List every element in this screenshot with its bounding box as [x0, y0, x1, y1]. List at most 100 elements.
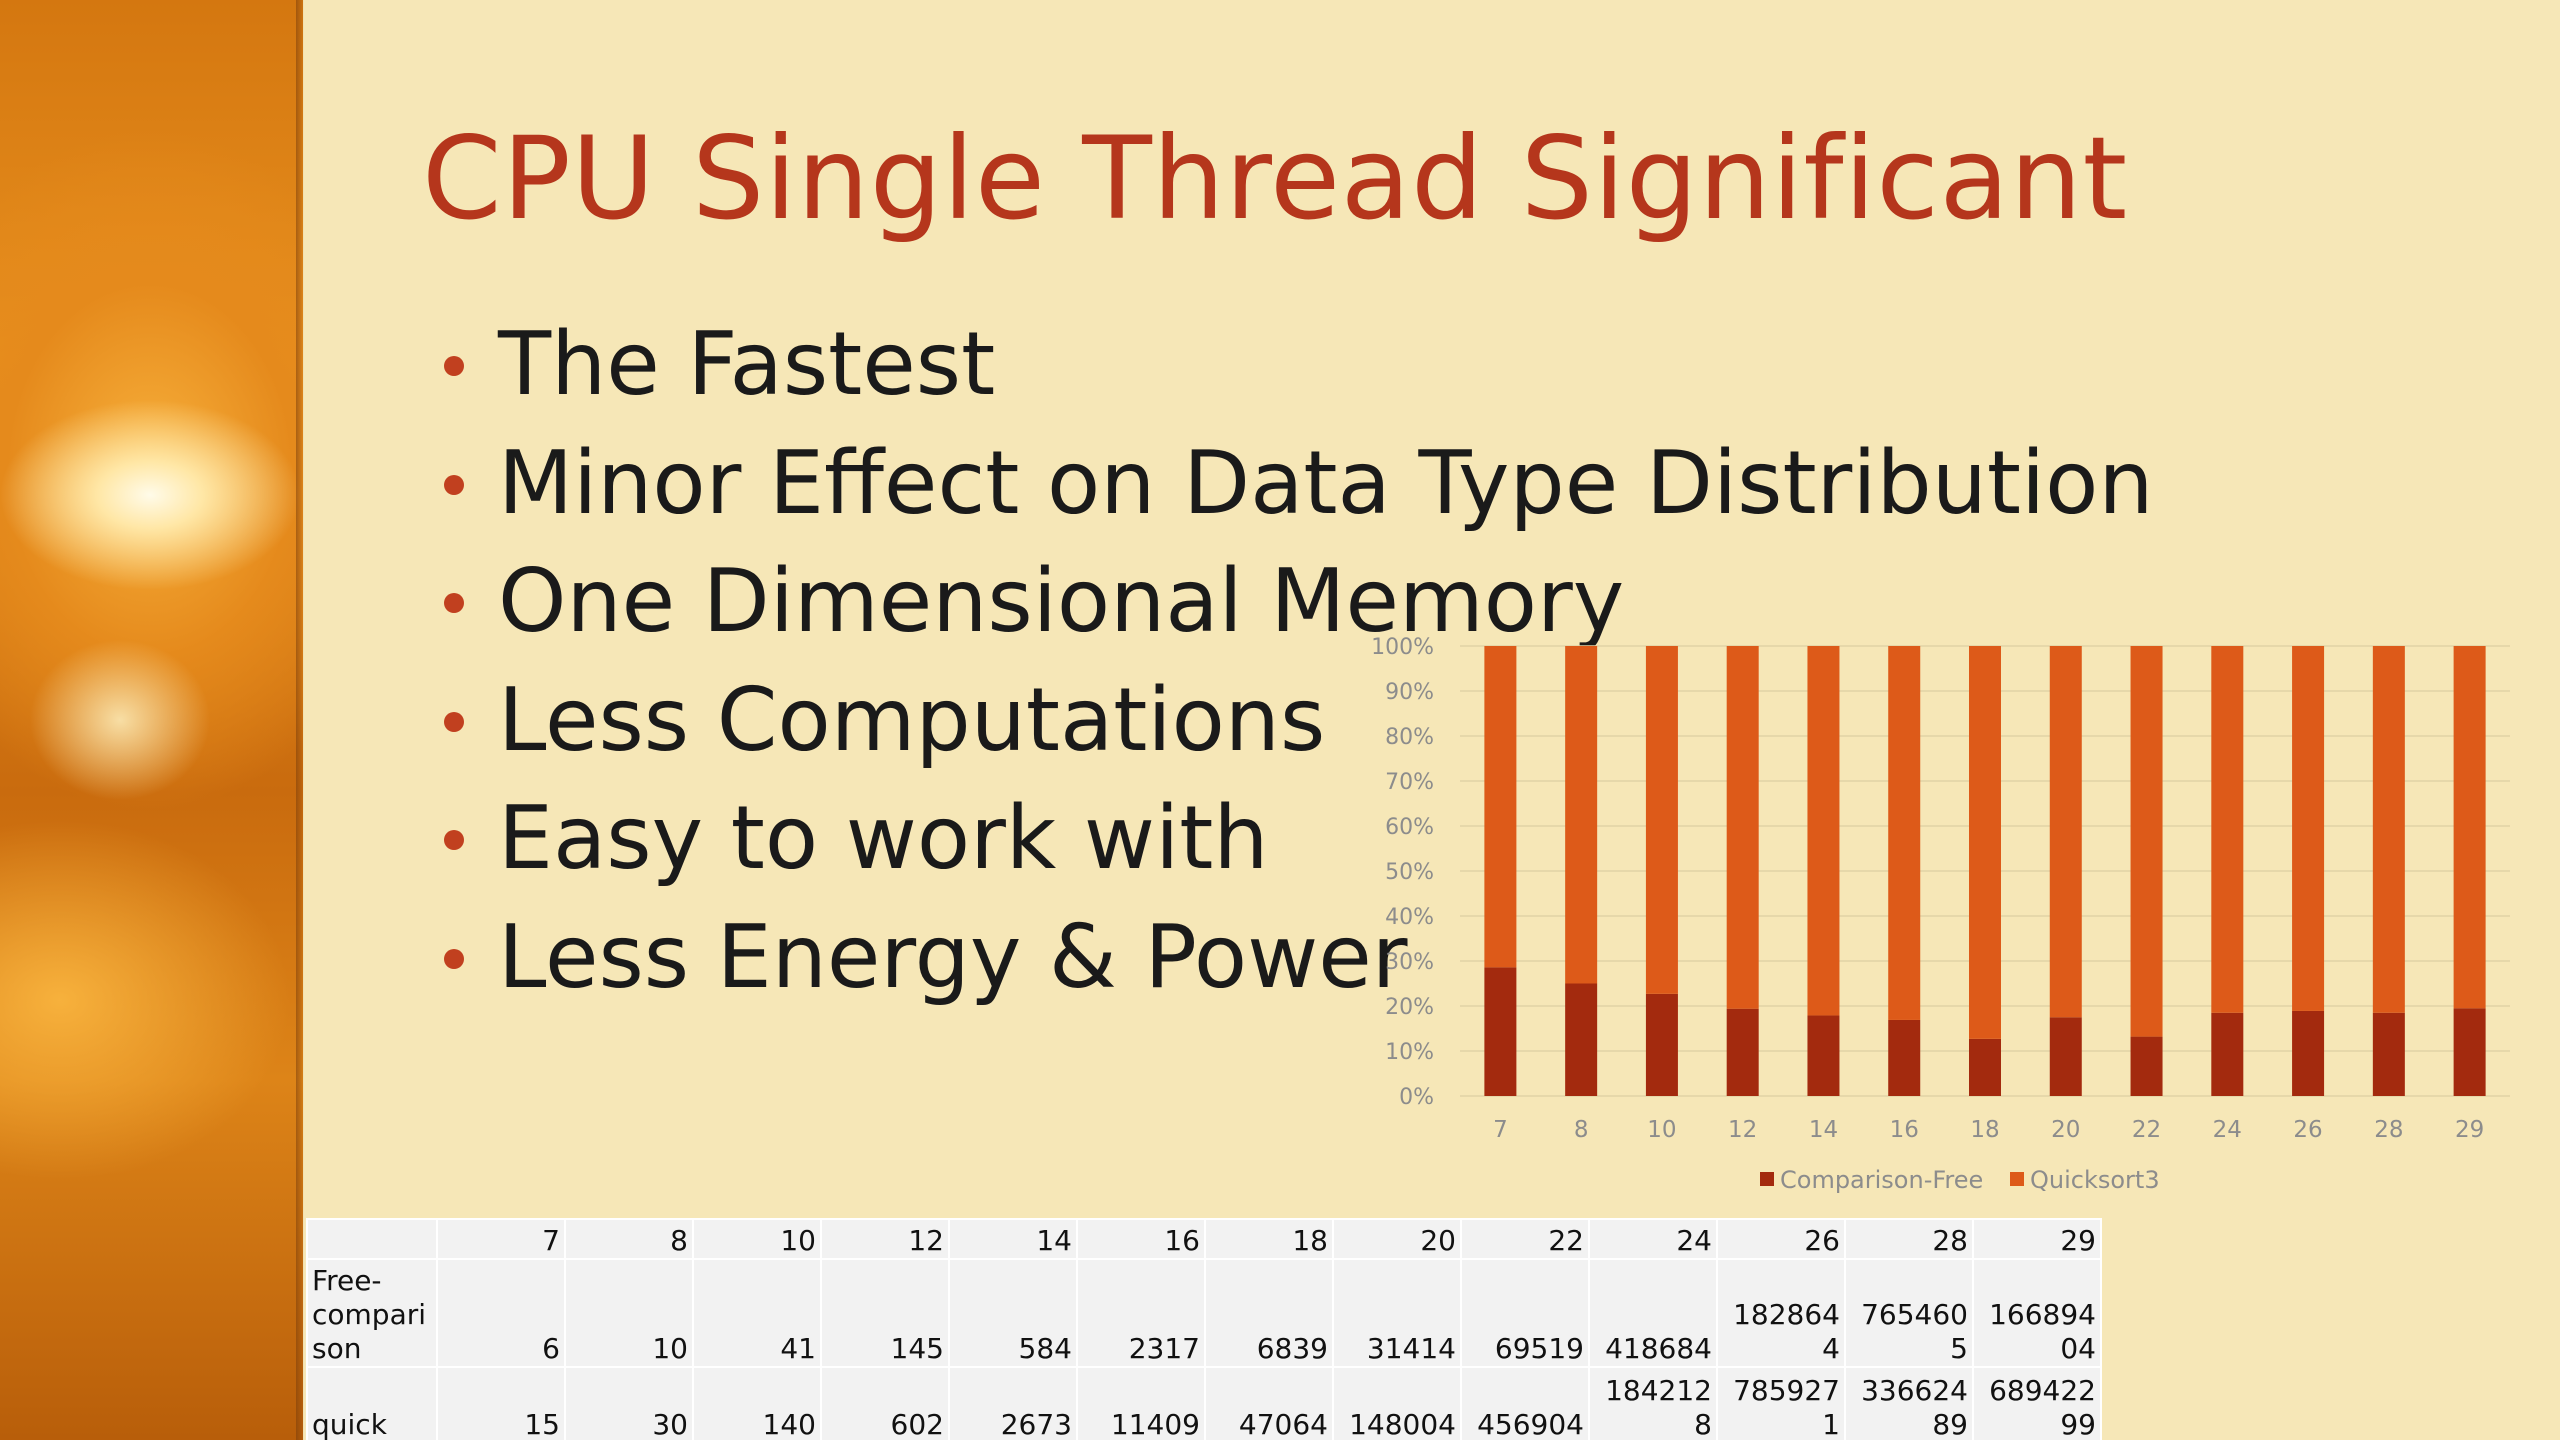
bullet-item: Minor Effect on Data Type Distribution	[440, 424, 2154, 543]
bullet-dot-icon	[444, 830, 464, 850]
table-cell: 6	[436, 1258, 566, 1368]
bar-quicksort3	[2292, 646, 2325, 1011]
table-header-row: 7 8 10 12 14 16 18 20 22 24 26 28 29	[306, 1218, 2102, 1260]
bullet-text: Easy to work with	[498, 787, 1269, 889]
bullet-text: Less Computations	[498, 668, 1326, 771]
bar-comparison-free	[1807, 1015, 1840, 1096]
table-row: quick 15 30 140 602 2673 11409 47064 148004 45690…	[306, 1366, 2102, 1440]
bar-quicksort3	[2049, 646, 2082, 1018]
table-header-cell	[306, 1218, 438, 1260]
slide-title: CPU Single Thread Significant	[422, 112, 2128, 245]
table-header-cell: 7	[436, 1218, 566, 1260]
legend-label: Comparison-Free	[1780, 1166, 1983, 1194]
chart-y-axis: 0% 10% 20% 30% 40% 50% 60% 70% 80% 90% 100%	[1371, 635, 1434, 1110]
bar-comparison-free	[1645, 993, 1678, 1096]
table-header-cell: 8	[564, 1218, 694, 1260]
x-tick-label: 26	[2293, 1117, 2322, 1143]
x-tick-label: 22	[2132, 1117, 2161, 1143]
table-header-cell: 10	[692, 1218, 822, 1260]
table-cell: 1842128	[1588, 1366, 1718, 1440]
bar-quicksort3	[2130, 646, 2163, 1037]
table-header-cell: 24	[1588, 1218, 1718, 1260]
bar-comparison-free	[1726, 1008, 1759, 1096]
bar-quicksort3	[2372, 646, 2405, 1013]
table-header-cell: 20	[1332, 1218, 1462, 1260]
table-cell: 148004	[1332, 1366, 1462, 1440]
bar-comparison-free	[2130, 1036, 2163, 1096]
table-cell: 456904	[1460, 1366, 1590, 1440]
y-tick-label: 70%	[1385, 770, 1434, 795]
bar-quicksort3	[1969, 646, 2001, 1039]
bar-comparison-free	[1888, 1019, 1921, 1096]
x-tick-label: 28	[2374, 1117, 2403, 1143]
x-tick-label: 20	[2051, 1117, 2080, 1143]
bullet-item: Less Energy & Power	[440, 898, 2154, 1017]
bullet-text: Minor Effect on Data Type Distribution	[498, 431, 2154, 534]
y-tick-label: 20%	[1385, 995, 1434, 1020]
bar-comparison-free	[2292, 1010, 2325, 1096]
table-row: Free-compari son 6 10 41 145 584 2317 6839 31414…	[306, 1258, 2102, 1368]
table-header-cell: 16	[1076, 1218, 1206, 1260]
table-row-label: Free-compari son	[306, 1258, 438, 1368]
y-tick-label: 50%	[1385, 860, 1434, 885]
bullet-item: One Dimensional Memory	[440, 542, 2154, 661]
table-cell: 41	[692, 1258, 822, 1368]
y-tick-label: 40%	[1385, 905, 1434, 930]
sidebar-image	[0, 0, 303, 1440]
bar-quicksort3	[1484, 646, 1517, 968]
bar-comparison-free	[2372, 1012, 2405, 1096]
table-cell: 16689404	[1972, 1258, 2102, 1368]
bar-comparison-free	[2211, 1012, 2244, 1096]
y-tick-label: 0%	[1399, 1085, 1434, 1110]
bullet-dot-icon	[444, 356, 464, 376]
bullet-item: Less Computations	[440, 661, 2154, 780]
table-cell: 7654605	[1844, 1258, 1974, 1368]
table-header-cell: 14	[948, 1218, 1078, 1260]
y-tick-label: 80%	[1385, 725, 1434, 750]
x-tick-label: 14	[1809, 1117, 1838, 1143]
table-cell: 31414	[1332, 1258, 1462, 1368]
bar-quicksort3	[1565, 646, 1598, 984]
table-cell: 584	[948, 1258, 1078, 1368]
legend-label: Quicksort3	[2030, 1166, 2160, 1194]
table-header-cell: 26	[1716, 1218, 1846, 1260]
table-cell: 69519	[1460, 1258, 1590, 1368]
table-cell: 10	[564, 1258, 694, 1368]
table-cell: 145	[820, 1258, 950, 1368]
bar-comparison-free	[1484, 967, 1517, 1096]
table-header-cell: 22	[1460, 1218, 1590, 1260]
sidebar-edge	[296, 0, 304, 1440]
bullet-text: The Fastest	[498, 313, 996, 415]
table-row-label: quick	[306, 1366, 438, 1440]
x-tick-label: 7	[1493, 1117, 1508, 1143]
table-cell: 11409	[1076, 1366, 1206, 1440]
table-cell: 7859271	[1716, 1366, 1846, 1440]
bar-quicksort3	[2453, 646, 2486, 1009]
bullet-dot-icon	[444, 593, 464, 613]
table-cell: 33662489	[1844, 1366, 1974, 1440]
bullet-dot-icon	[444, 711, 464, 732]
bar-comparison-free	[2453, 1008, 2486, 1096]
table-cell: 2673	[948, 1366, 1078, 1440]
x-tick-label: 12	[1728, 1117, 1757, 1143]
chart-x-axis: 7 8 10 12 14 16 18 20 22 24 26 28 29	[1493, 1117, 2484, 1143]
bar-quicksort3	[1645, 646, 1678, 994]
bar-comparison-free	[1969, 1038, 2001, 1096]
bar-comparison-free	[2049, 1017, 2082, 1096]
bar-quicksort3	[1807, 646, 1840, 1016]
table-cell: 1828644	[1716, 1258, 1846, 1368]
x-tick-label: 16	[1890, 1117, 1919, 1143]
table-cell: 30	[564, 1366, 694, 1440]
x-tick-label: 8	[1574, 1117, 1589, 1143]
chart-bars	[1484, 646, 2486, 1096]
y-tick-label: 30%	[1385, 950, 1434, 975]
bullet-dot-icon	[444, 948, 464, 969]
x-tick-label: 18	[1970, 1117, 1999, 1143]
table-header-cell: 29	[1972, 1218, 2102, 1260]
data-table: 7 8 10 12 14 16 18 20 22 24 26 28 29 Free-compari son…	[306, 1218, 2102, 1440]
table-header-cell: 12	[820, 1218, 950, 1260]
chart-legend: Comparison-Free Quicksort3	[1760, 1166, 2160, 1194]
bullet-item: The Fastest	[440, 305, 2154, 424]
legend-swatch	[2010, 1172, 2024, 1186]
